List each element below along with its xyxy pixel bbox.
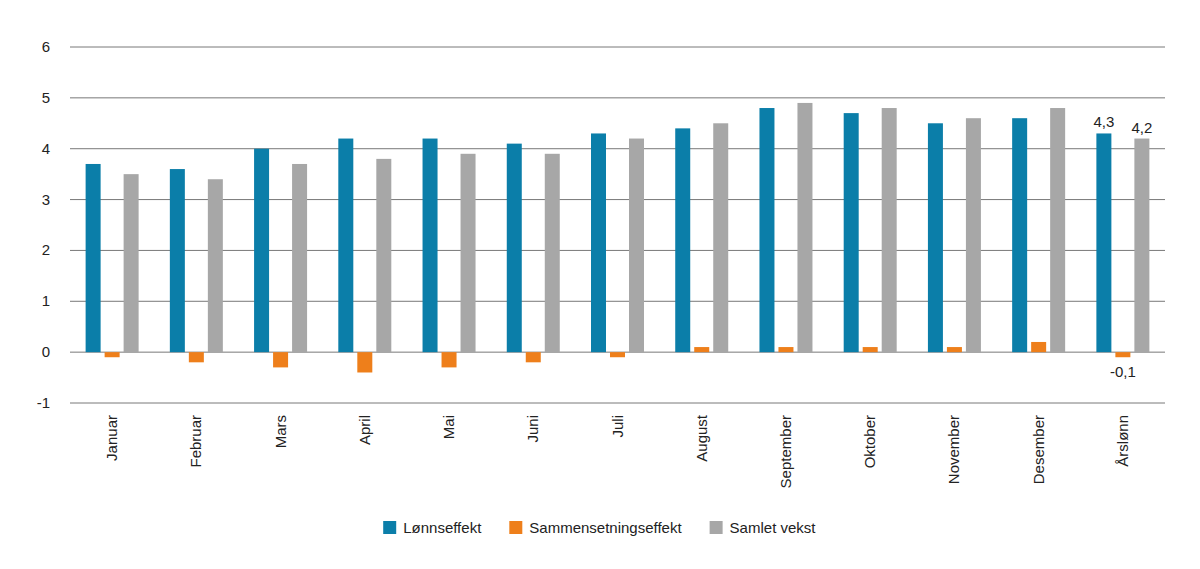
bar (507, 144, 522, 353)
bar (694, 347, 709, 352)
y-tick-label: 0 (42, 343, 50, 360)
bar (442, 352, 457, 367)
grid-line (70, 250, 1165, 251)
legend-swatch (383, 521, 396, 534)
bar (292, 164, 307, 352)
bar (778, 347, 793, 352)
bar (338, 139, 353, 353)
x-tick-label: September (777, 415, 794, 488)
bar (1134, 139, 1149, 353)
data-labels: 4,3 -0,1 4,2 (1093, 113, 1152, 380)
bar (1096, 133, 1111, 352)
bar (86, 164, 101, 352)
x-tick-label: Januar (103, 415, 120, 461)
bar (675, 128, 690, 352)
grid-line (70, 97, 1165, 98)
bar (189, 352, 204, 362)
legend: Lønnseffekt Sammensetningseffekt Samlet ve… (383, 519, 816, 536)
x-tick-label: Juli (609, 415, 626, 438)
bar (423, 139, 438, 353)
x-tick-label: Mars (272, 415, 289, 448)
x-tick-label: November (945, 415, 962, 484)
bar (273, 352, 288, 367)
bar (882, 108, 897, 352)
y-tick-label: 1 (42, 292, 50, 309)
bar (545, 154, 560, 352)
bar (1012, 118, 1027, 352)
x-tick-label: Oktober (861, 415, 878, 468)
legend-swatch (710, 521, 723, 534)
bar (254, 149, 269, 352)
bars (86, 103, 1150, 373)
bar (797, 103, 812, 352)
grid-line (70, 403, 1165, 404)
legend-swatch (509, 521, 522, 534)
bar (629, 139, 644, 353)
y-tick-label: 4 (42, 140, 50, 157)
grid-line (70, 199, 1165, 200)
legend-label: Samlet vekst (730, 519, 817, 536)
bar (357, 352, 372, 372)
y-tick-label: 3 (42, 191, 50, 208)
bar (105, 352, 120, 357)
grid-line (70, 148, 1165, 149)
bar (713, 123, 728, 352)
y-tick-label: 2 (42, 241, 50, 258)
bar (947, 347, 962, 352)
bar (208, 179, 223, 352)
data-label: 4,3 (1093, 113, 1114, 130)
x-tick-label: Årslønn (1114, 415, 1131, 467)
x-tick-label: Desember (1030, 415, 1047, 484)
bar (928, 123, 943, 352)
y-tick-label: -1 (37, 394, 50, 411)
bar (170, 169, 185, 352)
y-tick-label: 5 (42, 89, 50, 106)
data-label: 4,2 (1131, 119, 1152, 136)
bar (376, 159, 391, 352)
x-tick-label: Mai (440, 415, 457, 439)
bar (591, 133, 606, 352)
x-axis: Januar Februar Mars April Mai Juni Juli August S… (103, 414, 1131, 488)
grid (70, 47, 1165, 403)
bar (124, 174, 139, 352)
bar (863, 347, 878, 352)
bar (844, 113, 859, 352)
bar (461, 154, 476, 352)
bar (1031, 342, 1046, 352)
x-tick-label: August (693, 414, 710, 462)
data-label: -0,1 (1110, 363, 1136, 380)
x-tick-label: Februar (187, 415, 204, 468)
legend-label: Lønnseffekt (403, 519, 482, 536)
bar (759, 108, 774, 352)
x-tick-label: April (356, 415, 373, 445)
bar (1115, 352, 1130, 357)
bar (610, 352, 625, 357)
bar (526, 352, 541, 362)
legend-label: Sammensetningseffekt (529, 519, 682, 536)
grid-line (70, 301, 1165, 302)
bar (1050, 108, 1065, 352)
y-tick-label: 6 (42, 38, 50, 55)
bar (966, 118, 981, 352)
x-tick-label: Juni (524, 415, 541, 443)
grid-line (70, 47, 1165, 48)
chart: -1 0 1 2 3 4 5 6 4,3 -0,1 4,2 Januar Februar Mars Apri… (0, 0, 1200, 569)
